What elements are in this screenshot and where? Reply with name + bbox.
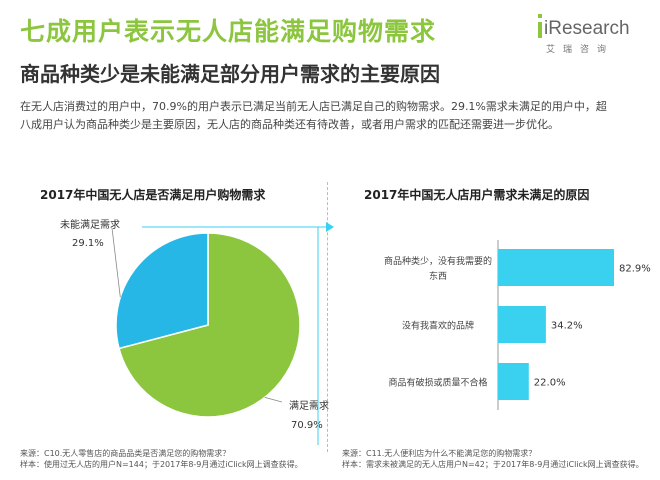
intro-line-1: 在无人店消费过的用户中，70.9%的用户表示已满足当前无人店已满足自己的购物需求…: [20, 100, 607, 113]
panel-divider: [327, 182, 328, 452]
pie-chart: 满足需求 70.9% 未能满足需求 29.1%: [60, 218, 329, 431]
bar-source-note: 来源：C11.无人便利店为什么不能满足您的购物需求？ 样本：需求未被满足的无人店…: [342, 448, 644, 470]
pie-slice-satisfied: [118, 232, 301, 418]
bar-chart-title: 2017年中国无人店用户需求未满足的原因: [364, 188, 590, 202]
bar-source-line: 来源：C11.无人便利店为什么不能满足您的购物需求？: [342, 449, 537, 458]
intro-paragraph: 在无人店消费过的用户中，70.9%的用户表示已满足当前无人店已满足自己的购物需求…: [20, 98, 644, 134]
bar-2: [498, 363, 529, 400]
connector-arrow-icon: [326, 222, 334, 232]
intro-line-2: 八成用户认为商品种类少是主要原因，无人店的商品种类还有待改善，或者用户需求的匹配…: [20, 118, 559, 131]
bar-category-label-1: 没有我喜欢的品牌: [402, 320, 474, 332]
pie-leader-satisfied: [264, 397, 283, 403]
pie-leader-unsatisfied: [111, 227, 121, 298]
bar-0: [498, 249, 614, 286]
pie-source-line: 来源：C10.无人零售店的商品品类是否满足您的购物需求？: [20, 449, 231, 458]
bar-value-label-2: 22.0%: [534, 378, 566, 389]
pie-label-satisfied: 满足需求: [289, 400, 329, 412]
pie-sample-line: 样本：使用过无人店的用户N=144；于2017年8-9月通过iClick网上调查…: [20, 460, 303, 469]
logo-wordmark: iResearch: [544, 18, 630, 39]
bar-value-label-1: 34.2%: [551, 321, 583, 332]
logo-chinese-name: 艾瑞咨询: [546, 45, 615, 55]
pie-chart-title: 2017年中国无人店是否满足用户购物需求: [40, 188, 266, 202]
pie-label-unsatisfied: 未能满足需求: [60, 218, 120, 231]
bar-value-label-0: 82.9%: [619, 264, 651, 275]
pie-source-note: 来源：C10.无人零售店的商品品类是否满足您的购物需求？ 样本：使用过无人店的用…: [20, 448, 320, 470]
pie-value-unsatisfied: 29.1%: [72, 238, 104, 249]
connector: [142, 222, 334, 445]
bar-sample-line: 样本：需求未被满足的无人店用户N=42；于2017年8-9月通过iClick网上…: [342, 460, 644, 469]
page-title: 七成用户表示无人店能满足购物需求: [20, 17, 437, 46]
bar-1: [498, 306, 546, 343]
pie-value-satisfied: 70.9%: [291, 420, 323, 431]
bar-chart: 82.9% 商品种类少，没有我需要的东西 34.2% 没有我喜欢的品牌 22.0% 商品有…: [384, 240, 651, 410]
logo-mark-icon: [538, 14, 542, 38]
bar-category-label-2: 商品有破损或质量不合格: [388, 377, 487, 389]
page-subtitle: 商品种类少是未能满足部分用户需求的主要原因: [20, 62, 440, 86]
iresearch-logo: iResearch 艾瑞咨询: [532, 12, 642, 56]
pie-slice-unsatisfied: [115, 232, 209, 350]
bar-category-label-0: 商品种类少，没有我需要的东西: [384, 255, 492, 282]
